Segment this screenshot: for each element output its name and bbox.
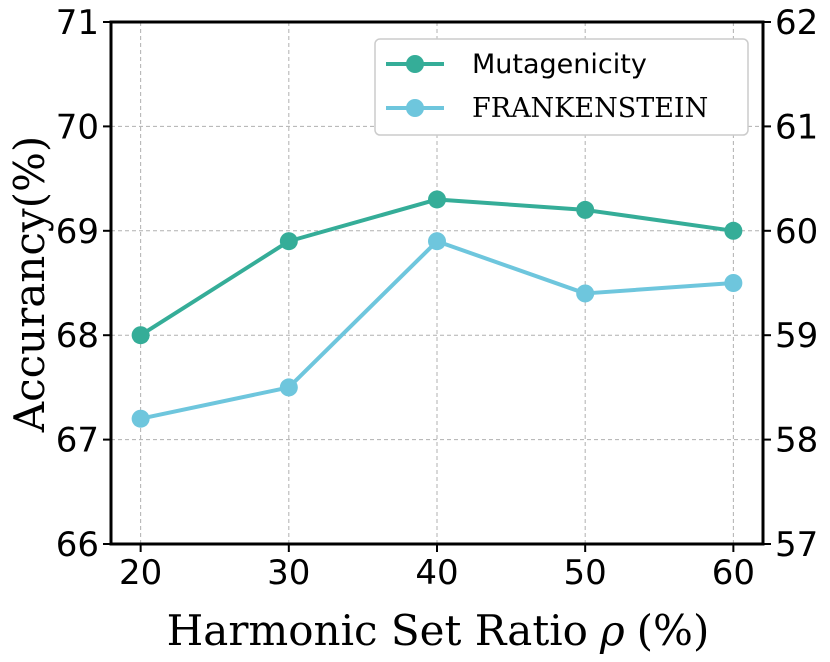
- y-right-tick-label: 59: [775, 316, 818, 356]
- legend-label-mutagenicity: Mutagenicity: [472, 49, 647, 80]
- x-axis-title-unit: (%): [637, 606, 710, 655]
- legend: Mutagenicity FRANKENSTEIN: [374, 38, 749, 136]
- y-right-tick-label: 62: [775, 3, 818, 43]
- data-point-mutagenicity: [576, 200, 595, 219]
- data-point-frankenstein: [724, 274, 743, 292]
- data-point-frankenstein: [428, 232, 446, 251]
- x-tick-label: 30: [267, 553, 310, 593]
- data-point-frankenstein: [131, 409, 150, 428]
- y-left-tick-label: 66: [56, 525, 99, 565]
- x-tick-label: 20: [119, 553, 162, 593]
- data-point-frankenstein: [576, 284, 595, 303]
- y-left-tick-label: 70: [56, 107, 99, 147]
- legend-box: [374, 38, 749, 136]
- data-point-mutagenicity: [428, 190, 446, 209]
- y-left-tick-label: 69: [56, 212, 99, 252]
- y-right-tick-label: 61: [775, 107, 818, 147]
- y-left-tick-label: 71: [56, 3, 99, 43]
- series-layer: [131, 190, 743, 428]
- legend-label-frankenstein: FRANKENSTEIN: [472, 93, 708, 124]
- y-right-tick-label: 58: [775, 421, 818, 461]
- data-point-mutagenicity: [131, 326, 150, 345]
- y-left-tick-label: 67: [56, 421, 99, 461]
- y-right-tick-label: 57: [775, 525, 818, 565]
- data-point-frankenstein: [279, 378, 298, 397]
- y-left-tick-label: 68: [56, 316, 99, 356]
- x-tick-label: 60: [712, 553, 755, 593]
- y-right-tick-label: 60: [775, 212, 818, 252]
- x-tick-label: 50: [564, 553, 607, 593]
- x-axis-title-symbol: ρ: [599, 606, 625, 655]
- plot-frame: [109, 20, 765, 546]
- data-point-mutagenicity: [724, 221, 743, 240]
- legend-marker-mutagenicity: [406, 55, 424, 73]
- y-axis-title: Accurancy(%): [5, 136, 54, 434]
- x-axis-title-text: Harmonic Set Ratio: [167, 606, 588, 655]
- x-tick-label: 40: [415, 553, 458, 593]
- data-point-mutagenicity: [279, 232, 298, 251]
- ticks: 20 30 40 50 60 66 67 68 69 70 71 57 58 59 60 61 62: [56, 3, 819, 593]
- legend-marker-frankenstein: [406, 99, 424, 117]
- x-axis-title: Harmonic Set Ratio ρ (%): [167, 606, 710, 655]
